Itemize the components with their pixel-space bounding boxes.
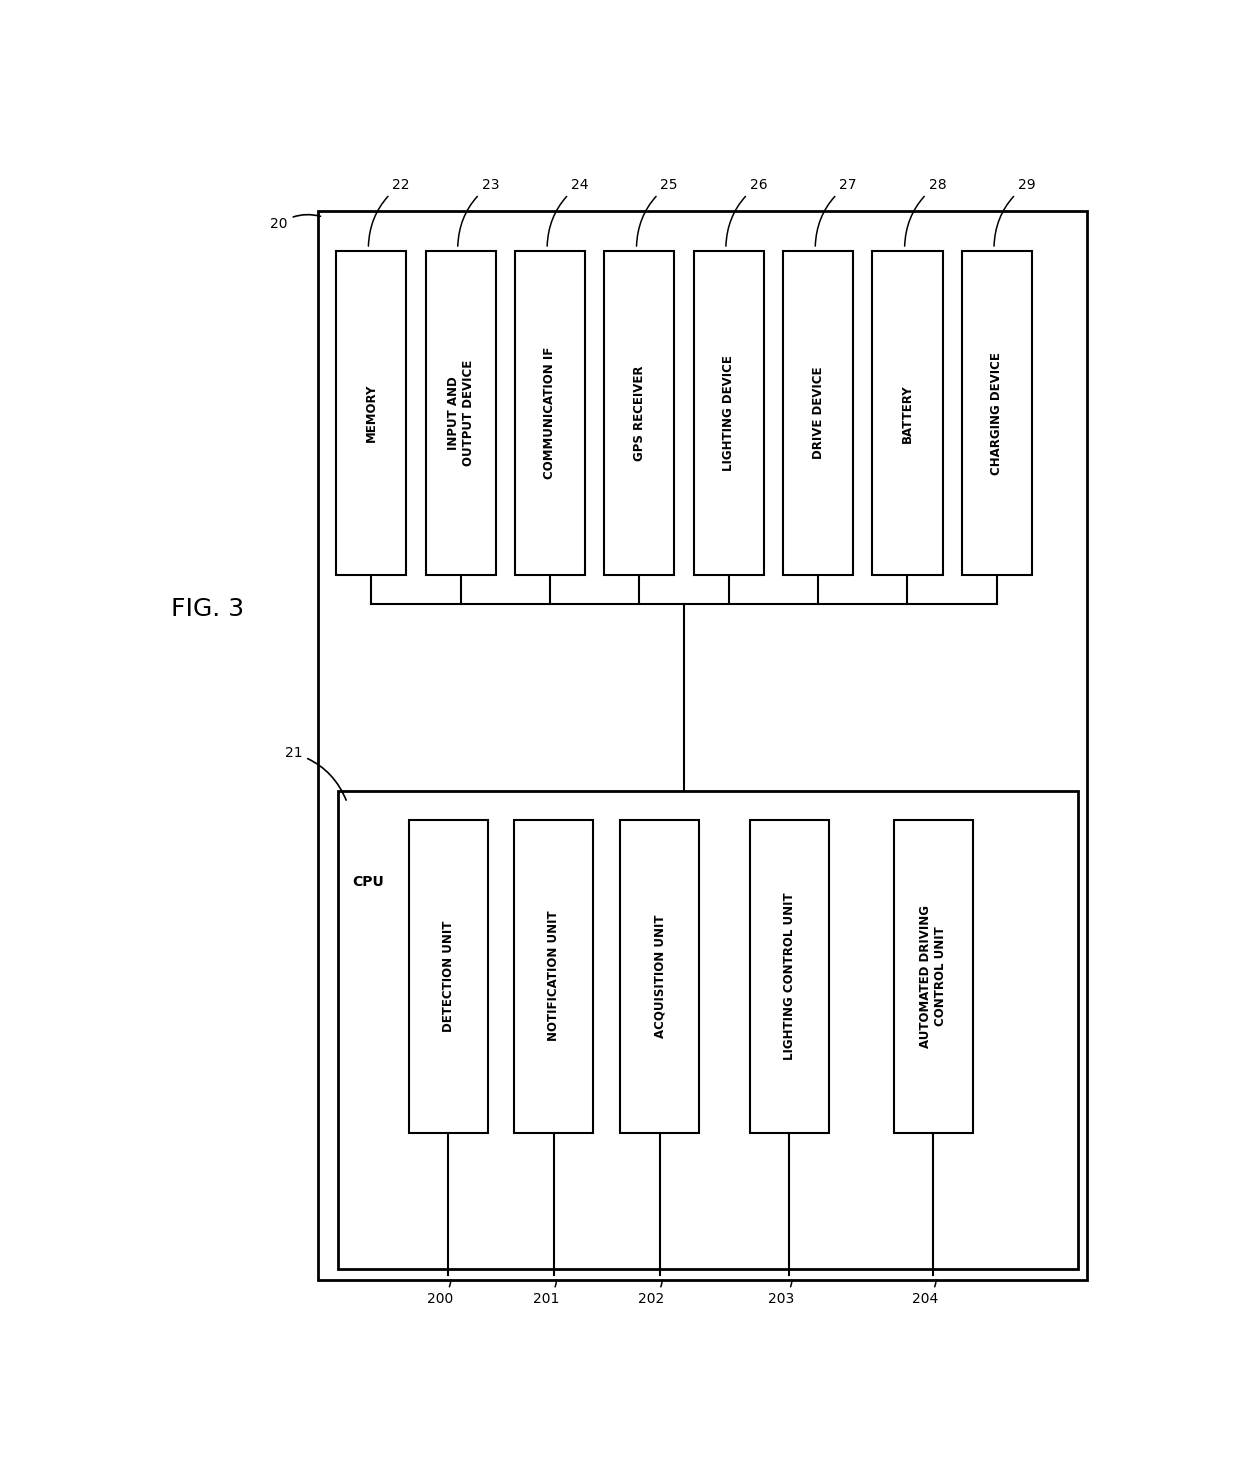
Text: 201: 201 [533, 1279, 559, 1306]
Text: 20: 20 [270, 214, 320, 232]
Text: DRIVE DEVICE: DRIVE DEVICE [812, 366, 825, 459]
Text: 21: 21 [285, 746, 346, 801]
Text: 25: 25 [636, 177, 678, 247]
Bar [750, 820, 828, 1133]
Text: CHARGING DEVICE: CHARGING DEVICE [991, 352, 1003, 474]
Text: ACQUISITION UNIT: ACQUISITION UNIT [653, 914, 666, 1038]
Bar [515, 820, 593, 1133]
Text: BATTERY: BATTERY [901, 384, 914, 443]
Text: INPUT AND
OUTPUT DEVICE: INPUT AND OUTPUT DEVICE [446, 360, 475, 467]
Text: DETECTION UNIT: DETECTION UNIT [441, 920, 455, 1032]
Bar [782, 251, 853, 575]
Text: 204: 204 [913, 1279, 939, 1306]
Bar [425, 251, 496, 575]
Text: MEMORY: MEMORY [365, 384, 378, 443]
Bar [515, 251, 585, 575]
Text: LIGHTING CONTROL UNIT: LIGHTING CONTROL UNIT [782, 892, 796, 1060]
Text: 23: 23 [458, 177, 500, 247]
Bar [336, 251, 407, 575]
Bar [620, 820, 699, 1133]
Text: 200: 200 [427, 1279, 453, 1306]
Text: 202: 202 [639, 1279, 665, 1306]
Text: GPS RECEIVER: GPS RECEIVER [632, 365, 646, 461]
Bar [319, 211, 1087, 1281]
Bar [409, 820, 487, 1133]
Bar [604, 251, 675, 575]
Text: CPU: CPU [352, 876, 383, 889]
Text: 24: 24 [547, 177, 589, 247]
Bar [693, 251, 764, 575]
Text: 28: 28 [905, 177, 946, 247]
Text: NOTIFICATION UNIT: NOTIFICATION UNIT [547, 911, 560, 1041]
Bar [962, 251, 1032, 575]
Bar [894, 820, 973, 1133]
Text: AUTOMATED DRIVING
CONTROL UNIT: AUTOMATED DRIVING CONTROL UNIT [919, 905, 947, 1047]
Text: FIG. 3: FIG. 3 [171, 597, 244, 622]
Bar [873, 251, 942, 575]
Bar [337, 792, 1078, 1269]
Text: 29: 29 [994, 177, 1035, 247]
Text: LIGHTING DEVICE: LIGHTING DEVICE [722, 356, 735, 471]
Text: 26: 26 [725, 177, 768, 247]
Text: 22: 22 [368, 177, 410, 247]
Text: 27: 27 [815, 177, 857, 247]
Text: 203: 203 [768, 1279, 795, 1306]
Text: COMMUNICATION IF: COMMUNICATION IF [543, 347, 557, 480]
